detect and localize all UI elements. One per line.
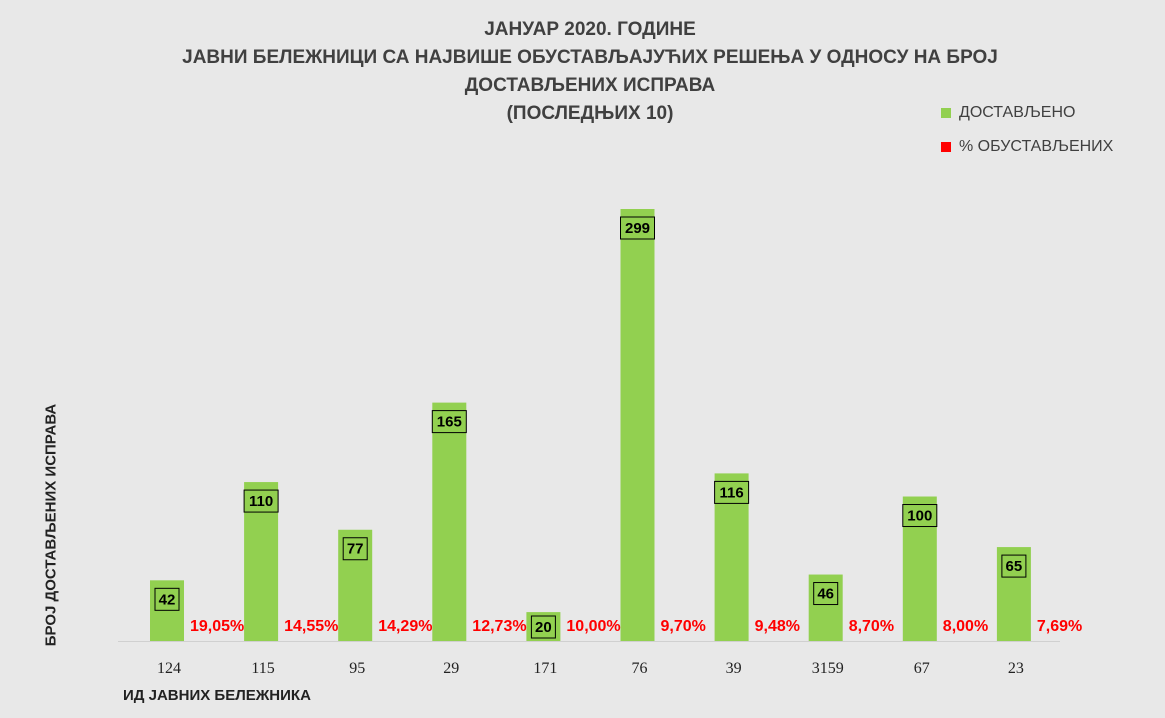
- bar-label-box-29: [431, 410, 467, 434]
- percent-label-95: 14,29%: [378, 618, 432, 635]
- x-tick-label-39: 39: [726, 660, 742, 677]
- bar-value-label-124: 42: [159, 591, 176, 608]
- x-tick-label-3159: 3159: [812, 660, 844, 677]
- percent-label-23: 7,69%: [1037, 618, 1082, 635]
- percent-label-3159: 8,70%: [849, 618, 894, 635]
- legend-label-percent: % ОБУСТАВЉЕНИХ: [959, 138, 1114, 155]
- legend-swatch-delivered: [941, 108, 951, 118]
- bar-29: [432, 402, 467, 641]
- bar-label-box-76: [620, 216, 655, 240]
- chart-title: ЈАНУАР 2020. ГОДИНЕ ЈАВНИ БЕЛЕЖНИЦИ СА Н…: [0, 16, 1165, 128]
- x-tick-label-23: 23: [1008, 660, 1024, 677]
- bar-label-box-3159: [813, 582, 839, 606]
- bar-value-label-29: 165: [437, 414, 462, 431]
- x-tick-label-76: 76: [632, 660, 648, 677]
- bar-label-box-95: [342, 537, 368, 561]
- percent-label-171: 10,00%: [566, 618, 620, 635]
- percent-label-29: 12,73%: [472, 618, 526, 635]
- chart-title-line-4: (ПОСЛЕДЊИХ 10): [506, 103, 674, 124]
- bar-label-box-67: [902, 504, 938, 528]
- legend-swatch-percent: [941, 142, 951, 152]
- percent-label-124: 19,05%: [190, 618, 244, 635]
- bar-value-label-171: 20: [535, 619, 552, 636]
- bar-label-box-171: [530, 615, 556, 639]
- bar-value-label-115: 110: [249, 493, 273, 510]
- bar-label-box-39: [714, 480, 750, 504]
- chart-title-line-2: ЈАВНИ БЕЛЕЖНИЦИ СА НАЈВИШЕ ОБУСТАВЉАЈУЋИ…: [182, 47, 998, 68]
- percent-label-76: 9,70%: [661, 618, 706, 635]
- legend-item-delivered: ДОСТАВЉЕНО: [941, 96, 1113, 130]
- x-tick-label-95: 95: [349, 660, 365, 677]
- x-tick-label-171: 171: [533, 660, 557, 677]
- percent-label-67: 8,00%: [943, 618, 988, 635]
- chart-title-line-1: ЈАНУАР 2020. ГОДИНЕ: [484, 19, 696, 40]
- legend: ДОСТАВЉЕНО % ОБУСТАВЉЕНИХ: [941, 96, 1113, 164]
- bar-value-label-95: 77: [347, 541, 364, 558]
- x-tick-label-115: 115: [251, 660, 274, 677]
- chart-title-line-3: ДОСТАВЉЕНИХ ИСПРАВА: [464, 75, 716, 96]
- legend-item-percent: % ОБУСТАВЉЕНИХ: [941, 130, 1113, 164]
- bar-value-label-39: 116: [719, 484, 743, 501]
- legend-label-delivered: ДОСТАВЉЕНО: [959, 104, 1076, 121]
- x-tick-label-29: 29: [443, 660, 459, 677]
- percent-label-39: 9,48%: [755, 618, 800, 635]
- x-tick-label-67: 67: [914, 660, 930, 677]
- x-tick-label-124: 124: [157, 660, 181, 677]
- bar-label-box-124: [154, 587, 180, 611]
- bar-label-box-115: [243, 489, 279, 513]
- percent-label-115: 14,55%: [284, 618, 338, 635]
- x-axis-label: ИД ЈАВНИХ БЕЛЕЖНИКА: [123, 687, 311, 704]
- bar-value-label-3159: 46: [817, 586, 834, 603]
- bar-value-label-23: 65: [1006, 558, 1023, 575]
- bar-value-label-67: 100: [907, 508, 932, 525]
- bar-value-label-76: 299: [625, 220, 650, 237]
- bar-label-box-23: [1001, 554, 1027, 578]
- bar-76: [620, 209, 655, 641]
